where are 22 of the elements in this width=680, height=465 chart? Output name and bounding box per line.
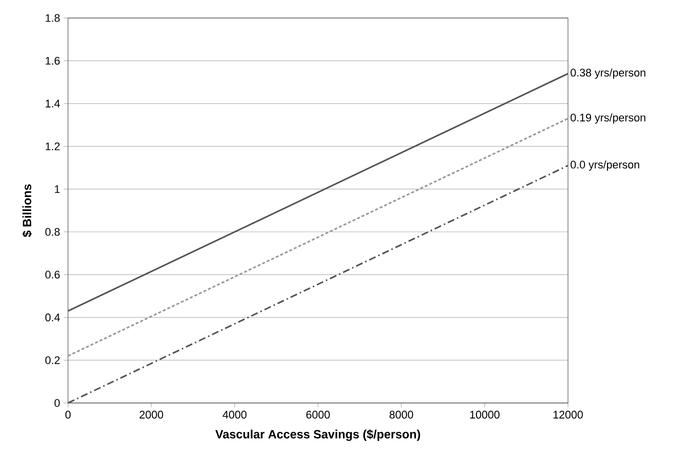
x-tick-label: 8000 [390,410,414,419]
x-tick-label: 12000 [554,410,583,419]
x-tick-label: 4000 [222,410,246,419]
y-tick-label: 1 [54,185,60,193]
y-tick-label: 0 [54,399,60,407]
series-label: 0.0 yrs/person [570,160,640,171]
x-tick-label: 2000 [140,410,164,419]
series-label: 0.38 yrs/person [570,68,646,79]
x-tick-label: 6000 [306,410,330,419]
y-tick-label: 0.2 [45,356,60,364]
x-axis-title: Vascular Access Savings ($/person) [215,429,420,441]
y-axis-title: $ Billions [22,184,32,238]
y-tick-label: 1.4 [46,100,60,108]
y-tick-label: 0.6 [45,270,60,279]
y-tick-label: 0.8 [45,228,60,236]
series-label: 0.19 yrs/person [570,113,646,124]
y-tick-label: 1.8 [46,14,60,22]
y-tick-label: 0.4 [45,314,60,322]
x-tick-label: 10000 [470,410,500,419]
y-tick-label: 1.2 [46,142,60,150]
y-tick-label: 1.6 [46,56,60,65]
x-tick-label: 0 [65,410,71,419]
